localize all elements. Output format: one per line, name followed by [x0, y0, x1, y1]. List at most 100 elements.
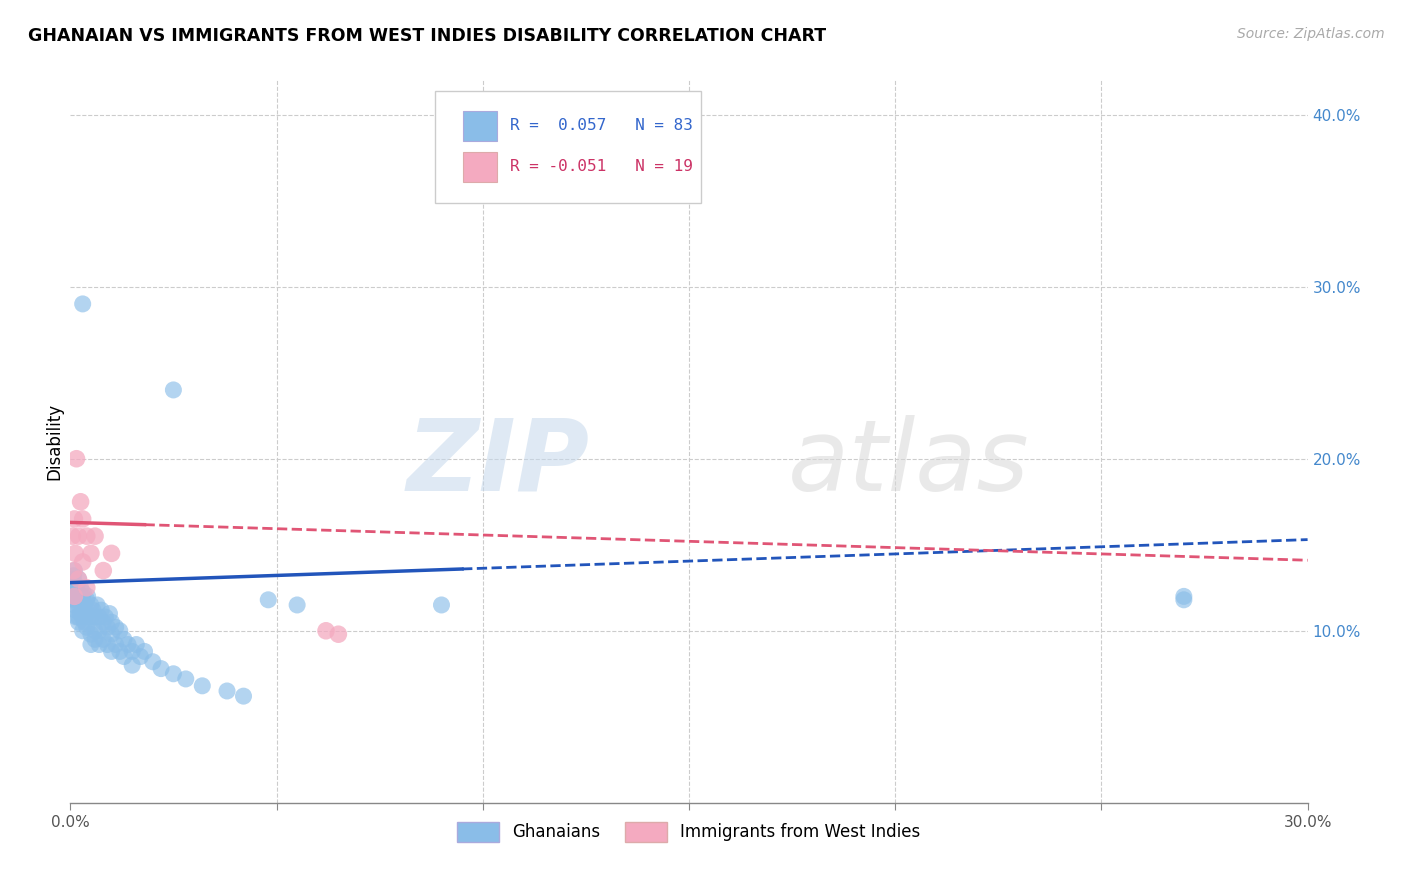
Point: [430, 598, 453, 612]
Point: [66, 592, 89, 607]
Point: [62, 586, 84, 600]
Point: [62, 568, 84, 582]
Point: [96, 620, 118, 634]
Point: [76, 590, 98, 604]
Bar: [463, 111, 498, 141]
Point: [76, 592, 98, 607]
Point: [134, 644, 156, 658]
Point: [121, 644, 143, 658]
Point: [162, 383, 184, 397]
Point: [257, 592, 280, 607]
Point: [65, 610, 87, 624]
Point: [84, 610, 107, 624]
Point: [65, 581, 87, 595]
Text: atlas: atlas: [787, 415, 1029, 512]
Point: [67, 586, 90, 600]
Point: [315, 624, 337, 638]
Point: [77, 610, 100, 624]
Point: [91, 632, 114, 647]
Point: [76, 581, 98, 595]
Point: [63, 592, 86, 607]
Point: [80, 598, 103, 612]
Point: [67, 615, 90, 630]
Point: [82, 603, 104, 617]
Point: [67, 610, 90, 624]
Point: [76, 529, 98, 543]
Point: [63, 590, 86, 604]
Point: [67, 529, 90, 543]
Point: [84, 632, 107, 647]
Point: [72, 610, 94, 624]
Point: [80, 638, 103, 652]
Point: [100, 627, 122, 641]
Point: [129, 649, 152, 664]
Text: GHANAIAN VS IMMIGRANTS FROM WEST INDIES DISABILITY CORRELATION CHART: GHANAIAN VS IMMIGRANTS FROM WEST INDIES …: [28, 27, 827, 45]
Point: [63, 586, 86, 600]
Point: [112, 649, 135, 664]
Text: Source: ZipAtlas.com: Source: ZipAtlas.com: [1237, 27, 1385, 41]
Point: [91, 564, 114, 578]
Point: [108, 644, 131, 658]
Point: [174, 672, 197, 686]
Point: [104, 638, 127, 652]
Point: [215, 684, 238, 698]
Point: [121, 658, 143, 673]
Point: [96, 638, 118, 652]
Point: [72, 555, 94, 569]
Point: [63, 512, 86, 526]
Point: [60, 575, 83, 590]
Point: [69, 494, 91, 508]
Point: [65, 603, 87, 617]
Point: [72, 590, 94, 604]
Point: [63, 598, 86, 612]
Point: [191, 679, 214, 693]
Y-axis label: Disability: Disability: [45, 403, 63, 480]
Point: [90, 603, 112, 617]
Point: [60, 581, 83, 595]
Point: [69, 607, 91, 621]
Point: [285, 598, 308, 612]
Point: [60, 572, 83, 586]
Point: [91, 615, 114, 630]
Point: [125, 638, 148, 652]
Point: [73, 615, 96, 630]
Point: [72, 586, 94, 600]
Point: [62, 564, 84, 578]
Point: [112, 632, 135, 647]
Point: [1173, 592, 1195, 607]
Point: [60, 529, 83, 543]
Point: [63, 575, 86, 590]
Point: [162, 666, 184, 681]
Point: [100, 615, 122, 630]
Point: [67, 572, 90, 586]
Point: [232, 689, 254, 703]
Point: [108, 624, 131, 638]
Bar: [463, 152, 498, 182]
Legend: Ghanaians, Immigrants from West Indies: Ghanaians, Immigrants from West Indies: [450, 815, 928, 848]
Point: [63, 564, 86, 578]
Point: [76, 607, 98, 621]
Point: [117, 638, 139, 652]
Point: [67, 598, 90, 612]
Point: [150, 662, 173, 676]
Point: [72, 297, 94, 311]
Point: [72, 624, 94, 638]
FancyBboxPatch shape: [436, 91, 702, 203]
Point: [100, 546, 122, 560]
Text: R = -0.051   N = 19: R = -0.051 N = 19: [509, 160, 692, 175]
Point: [76, 620, 98, 634]
Point: [94, 610, 117, 624]
Point: [84, 529, 107, 543]
Point: [65, 590, 87, 604]
Text: R =  0.057   N = 83: R = 0.057 N = 83: [509, 119, 692, 133]
Point: [67, 592, 90, 607]
Point: [72, 598, 94, 612]
Point: [67, 572, 90, 586]
Point: [65, 451, 87, 466]
Point: [72, 512, 94, 526]
Point: [80, 627, 103, 641]
Text: ZIP: ZIP: [406, 415, 591, 512]
Point: [84, 624, 107, 638]
Point: [86, 598, 108, 612]
Point: [98, 607, 121, 621]
